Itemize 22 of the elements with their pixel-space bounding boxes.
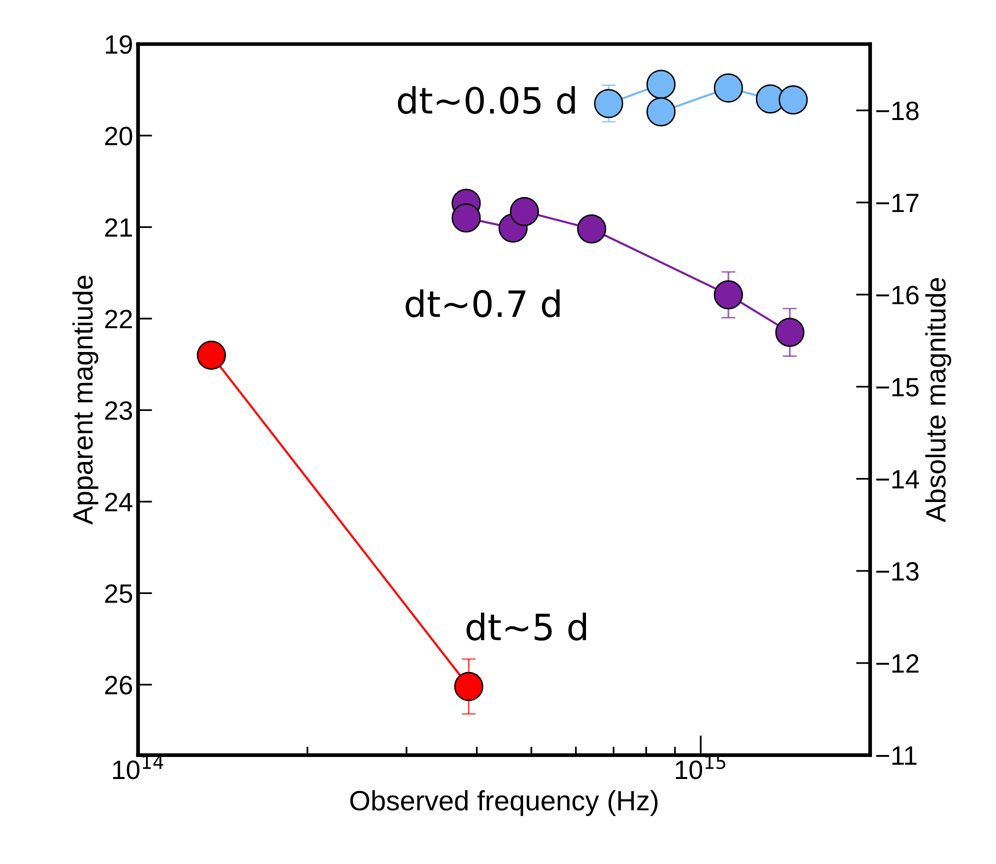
y2-tick-label: −18 — [876, 102, 919, 120]
series-label: dt~5 d — [466, 612, 586, 641]
y2-tick-label: −11 — [876, 746, 916, 765]
y2-axis-title: Absolute magnitude — [925, 278, 952, 522]
y-tick-label: 22 — [105, 310, 132, 328]
y-tick-label: 24 — [105, 492, 132, 512]
y-tick-label: 20 — [105, 126, 132, 146]
y-axis-title: Apparent magntiude — [72, 276, 98, 525]
y-tick-label: 21 — [105, 218, 132, 237]
y2-tick-label: −17 — [876, 194, 918, 212]
series-label: dt~0.7 d — [406, 289, 560, 318]
y-tick-label: 23 — [105, 401, 132, 420]
y2-tick-label: −16 — [876, 286, 919, 304]
y2-tick-label: −12 — [876, 654, 918, 673]
y-tick-label: 26 — [105, 676, 132, 694]
y-tick-label: 25 — [105, 584, 132, 603]
x-axis-title: Observed frequency (Hz) — [350, 790, 658, 816]
y2-tick-label: −13 — [876, 562, 919, 581]
series-label: dt~0.05 d — [398, 86, 575, 114]
y-tick-label: 19 — [106, 35, 132, 54]
y2-tick-label: −14 — [876, 470, 919, 488]
y2-tick-label: −15 — [876, 378, 919, 397]
